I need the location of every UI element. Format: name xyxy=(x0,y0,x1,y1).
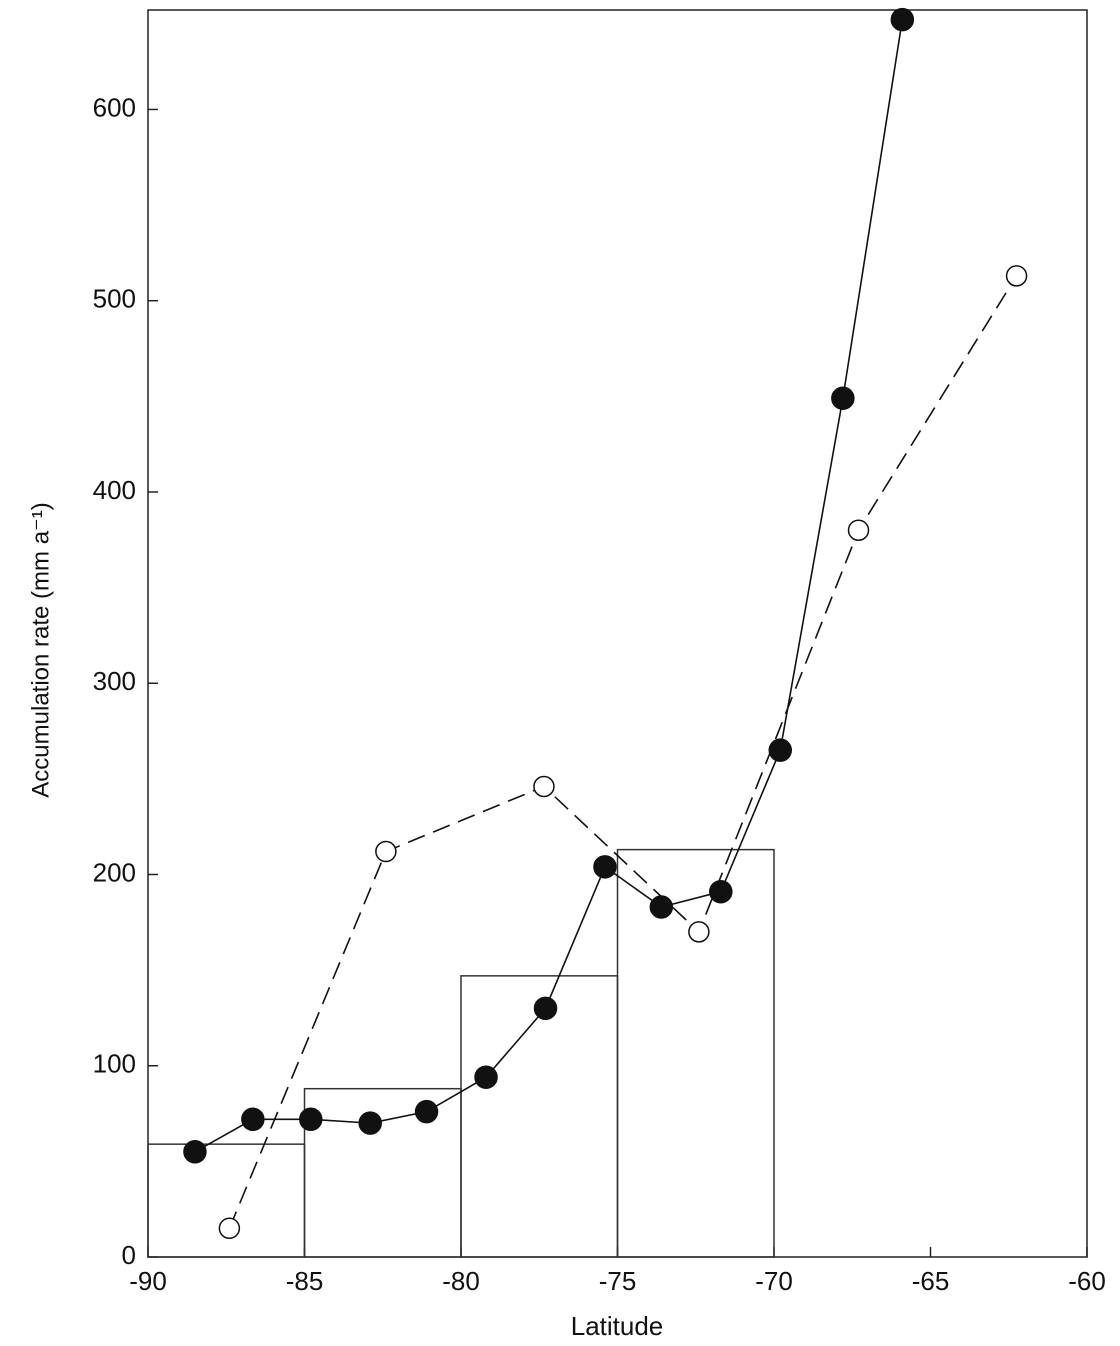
x-tick-label: -70 xyxy=(755,1266,793,1296)
histogram-bar xyxy=(616,848,775,1258)
y-tick-label: 100 xyxy=(93,1049,136,1079)
open-marker xyxy=(1005,265,1028,287)
series-line xyxy=(194,19,904,1153)
open-marker xyxy=(688,921,710,943)
x-axis-label: Latitude xyxy=(571,1311,664,1341)
filled-marker xyxy=(533,996,558,1021)
x-tick-label: -75 xyxy=(599,1266,637,1296)
y-tick-label: 400 xyxy=(93,475,136,505)
filled-marker xyxy=(183,1140,207,1164)
open-marker xyxy=(218,1217,241,1240)
y-axis-label: Accumulation rate (mm a⁻¹) xyxy=(27,502,54,797)
filled-marker xyxy=(299,1107,323,1132)
x-tick-label: -65 xyxy=(912,1266,950,1296)
filled-marker xyxy=(593,855,617,879)
filled-marker xyxy=(414,1099,439,1124)
open-marker xyxy=(375,840,397,863)
histogram-bar xyxy=(147,1143,306,1258)
open-marker xyxy=(847,519,870,541)
filled-marker xyxy=(474,1065,498,1089)
filled-marker xyxy=(890,7,915,32)
series-line xyxy=(228,275,1018,1229)
y-tick-label: 600 xyxy=(93,92,136,122)
filled-marker xyxy=(768,738,793,762)
y-tick-label: 500 xyxy=(93,284,136,314)
x-tick-label: -60 xyxy=(1068,1266,1106,1296)
x-tick-label: -80 xyxy=(442,1266,480,1296)
y-tick-label: 0 xyxy=(122,1240,136,1270)
x-tick-label: -90 xyxy=(129,1266,167,1296)
filled-marker xyxy=(241,1107,265,1132)
filled-marker xyxy=(358,1111,382,1135)
y-tick-label: 300 xyxy=(93,666,136,696)
open-marker xyxy=(533,775,555,798)
x-tick-label: -85 xyxy=(286,1266,324,1296)
filled-marker xyxy=(649,895,674,919)
y-tick-label: 200 xyxy=(93,857,136,887)
filled-marker xyxy=(831,386,855,411)
filled-marker xyxy=(709,879,733,904)
